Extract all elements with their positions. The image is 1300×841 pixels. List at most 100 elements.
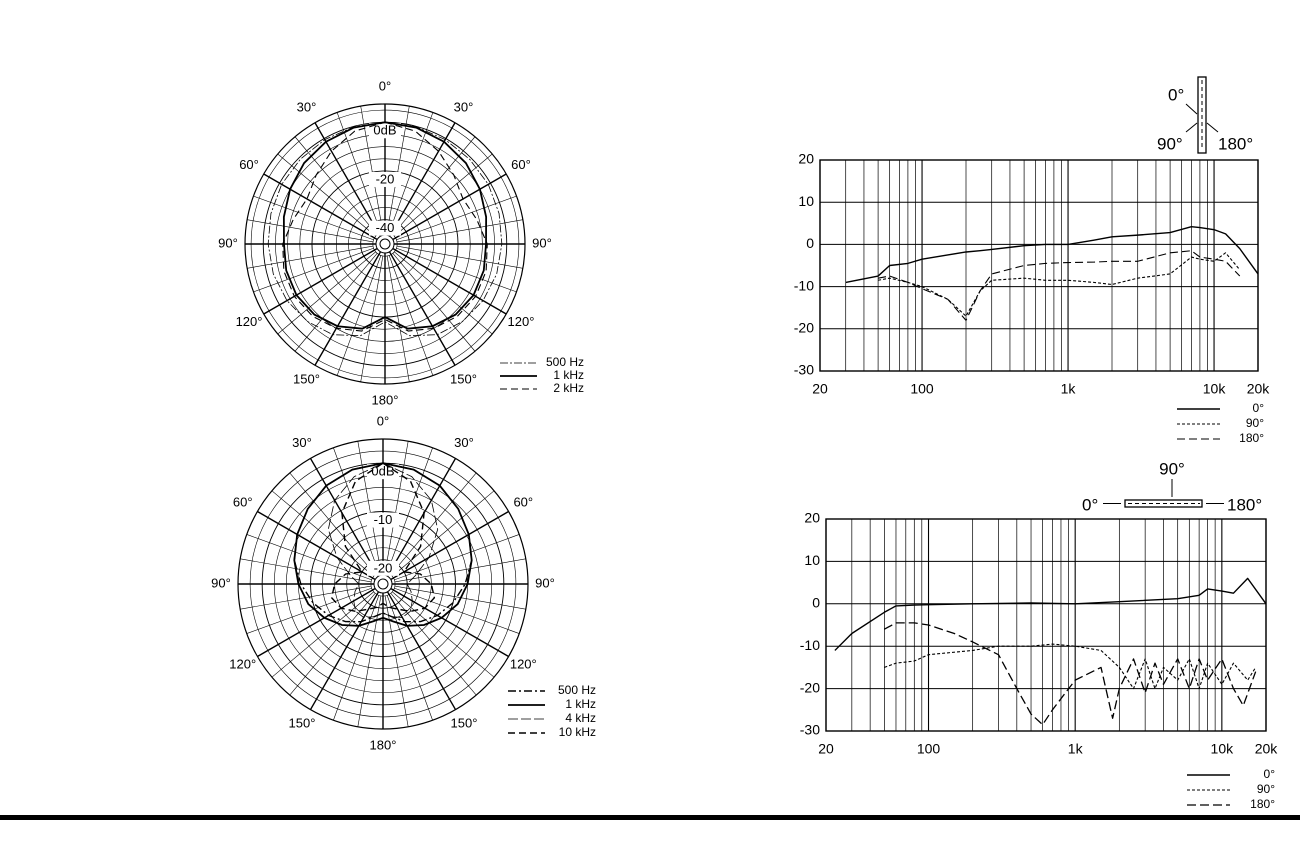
legend-label: 2 kHz <box>553 381 584 395</box>
x-tick-label: 100 <box>910 381 934 397</box>
angle-grid-line <box>257 587 376 658</box>
y-tick-label: 10 <box>798 193 814 209</box>
legend-label: 500 Hz <box>558 683 596 697</box>
y-tick-label: -30 <box>794 362 814 378</box>
level-tick-label: 0dB <box>373 123 396 138</box>
grid-spoke <box>384 441 409 573</box>
angle-tick-label: 150° <box>293 371 320 386</box>
angle-grid-line <box>309 458 380 577</box>
grid-spoke <box>384 595 409 727</box>
annotation: 90° <box>1157 134 1183 153</box>
angle-tick-label: 150° <box>451 716 478 731</box>
response-line <box>878 252 1241 317</box>
grid-spoke <box>386 595 433 721</box>
level-label-bg <box>367 464 399 480</box>
level-label-bg <box>369 123 401 139</box>
angle-grid-line <box>309 591 380 710</box>
grid-spoke <box>253 195 374 241</box>
legend-label: 0° <box>1264 767 1276 781</box>
annotation: 0° <box>1168 85 1184 104</box>
grid-spoke <box>333 595 380 721</box>
pattern-line <box>293 462 473 627</box>
angle-tick-label: 90° <box>218 235 238 250</box>
response-line <box>884 622 1257 726</box>
grid-spoke <box>294 136 378 236</box>
angle-grid-line <box>257 510 376 581</box>
y-tick-label: -30 <box>800 722 820 738</box>
y-tick-label: -20 <box>800 679 820 695</box>
grid-spoke <box>360 106 384 233</box>
legend-label: 90° <box>1257 782 1275 796</box>
angle-tick-label: 30° <box>292 435 312 450</box>
level-label-bg <box>367 512 399 528</box>
x-tick-label: 10k <box>1211 741 1235 757</box>
angle-grid-line <box>386 458 457 577</box>
angle-tick-label: 90° <box>211 575 231 590</box>
angle-tick-label: 60° <box>511 157 531 172</box>
legend-label: 1 kHz <box>553 368 584 382</box>
grid-spoke <box>391 490 495 577</box>
x-tick-label: 20k <box>1247 381 1271 397</box>
legend-label: 0° <box>1253 401 1265 415</box>
legend-label: 10 kHz <box>559 725 596 739</box>
angle-grid-line <box>390 510 509 581</box>
angle-grid-line <box>386 591 457 710</box>
grid-spoke <box>393 251 493 335</box>
grid-spoke <box>394 558 526 583</box>
center-ring <box>375 234 395 254</box>
angle-tick-label: 30° <box>297 99 317 114</box>
grid-spoke <box>246 534 372 581</box>
angle-tick-label: 120° <box>229 656 256 671</box>
x-tick-label: 100 <box>917 741 941 757</box>
level-tick-label: -20 <box>374 560 393 575</box>
angle-tick-label: 30° <box>454 435 474 450</box>
response-line <box>845 225 1259 284</box>
grid-spoke <box>390 472 477 576</box>
grid-spoke <box>333 447 380 573</box>
angle-tick-label: 120° <box>236 314 263 329</box>
grid-spoke <box>386 255 410 382</box>
grid-spoke <box>360 255 384 382</box>
angle-tick-label: 60° <box>239 157 259 172</box>
center-ring <box>379 238 391 250</box>
grid-spoke <box>396 245 523 269</box>
center-ring <box>377 578 389 590</box>
angle-tick-label: 60° <box>513 494 533 509</box>
angle-tick-label: 0° <box>379 78 391 93</box>
angle-tick-label: 150° <box>289 716 316 731</box>
grid-spoke <box>388 255 434 376</box>
x-tick-label: 1k <box>1068 741 1084 757</box>
angle-grid-line <box>314 251 382 366</box>
grid-spoke <box>391 591 495 678</box>
grid-spoke <box>253 247 374 293</box>
response-line <box>878 250 1241 321</box>
angle-tick-label: 180° <box>372 392 399 407</box>
angle-tick-label: 120° <box>510 656 537 671</box>
legend-label: 1 kHz <box>565 697 596 711</box>
legend-label: 90° <box>1246 416 1264 430</box>
grid-spoke <box>247 245 374 269</box>
y-tick-label: -10 <box>800 637 820 653</box>
y-tick-label: -10 <box>794 277 814 293</box>
grid-spoke <box>394 587 520 634</box>
annotation: 180° <box>1218 134 1253 153</box>
angle-grid-line <box>388 251 456 366</box>
level-tick-label: -10 <box>374 512 393 527</box>
x-tick-label: 20k <box>1255 741 1279 757</box>
annotation: 0° <box>1082 495 1098 514</box>
pattern-line <box>282 121 488 332</box>
angle-tick-label: 120° <box>508 314 535 329</box>
grid-spoke <box>240 558 372 583</box>
pattern-line <box>327 462 439 618</box>
grid-spoke <box>386 106 410 233</box>
legend-label: 180° <box>1250 797 1275 811</box>
pattern-line <box>330 462 436 613</box>
response-line <box>834 577 1267 651</box>
y-tick-label: 20 <box>798 151 814 167</box>
angle-tick-label: 90° <box>532 235 552 250</box>
grid-spoke <box>386 447 433 573</box>
center-ring <box>373 574 393 594</box>
y-tick-label: 0 <box>806 235 814 251</box>
